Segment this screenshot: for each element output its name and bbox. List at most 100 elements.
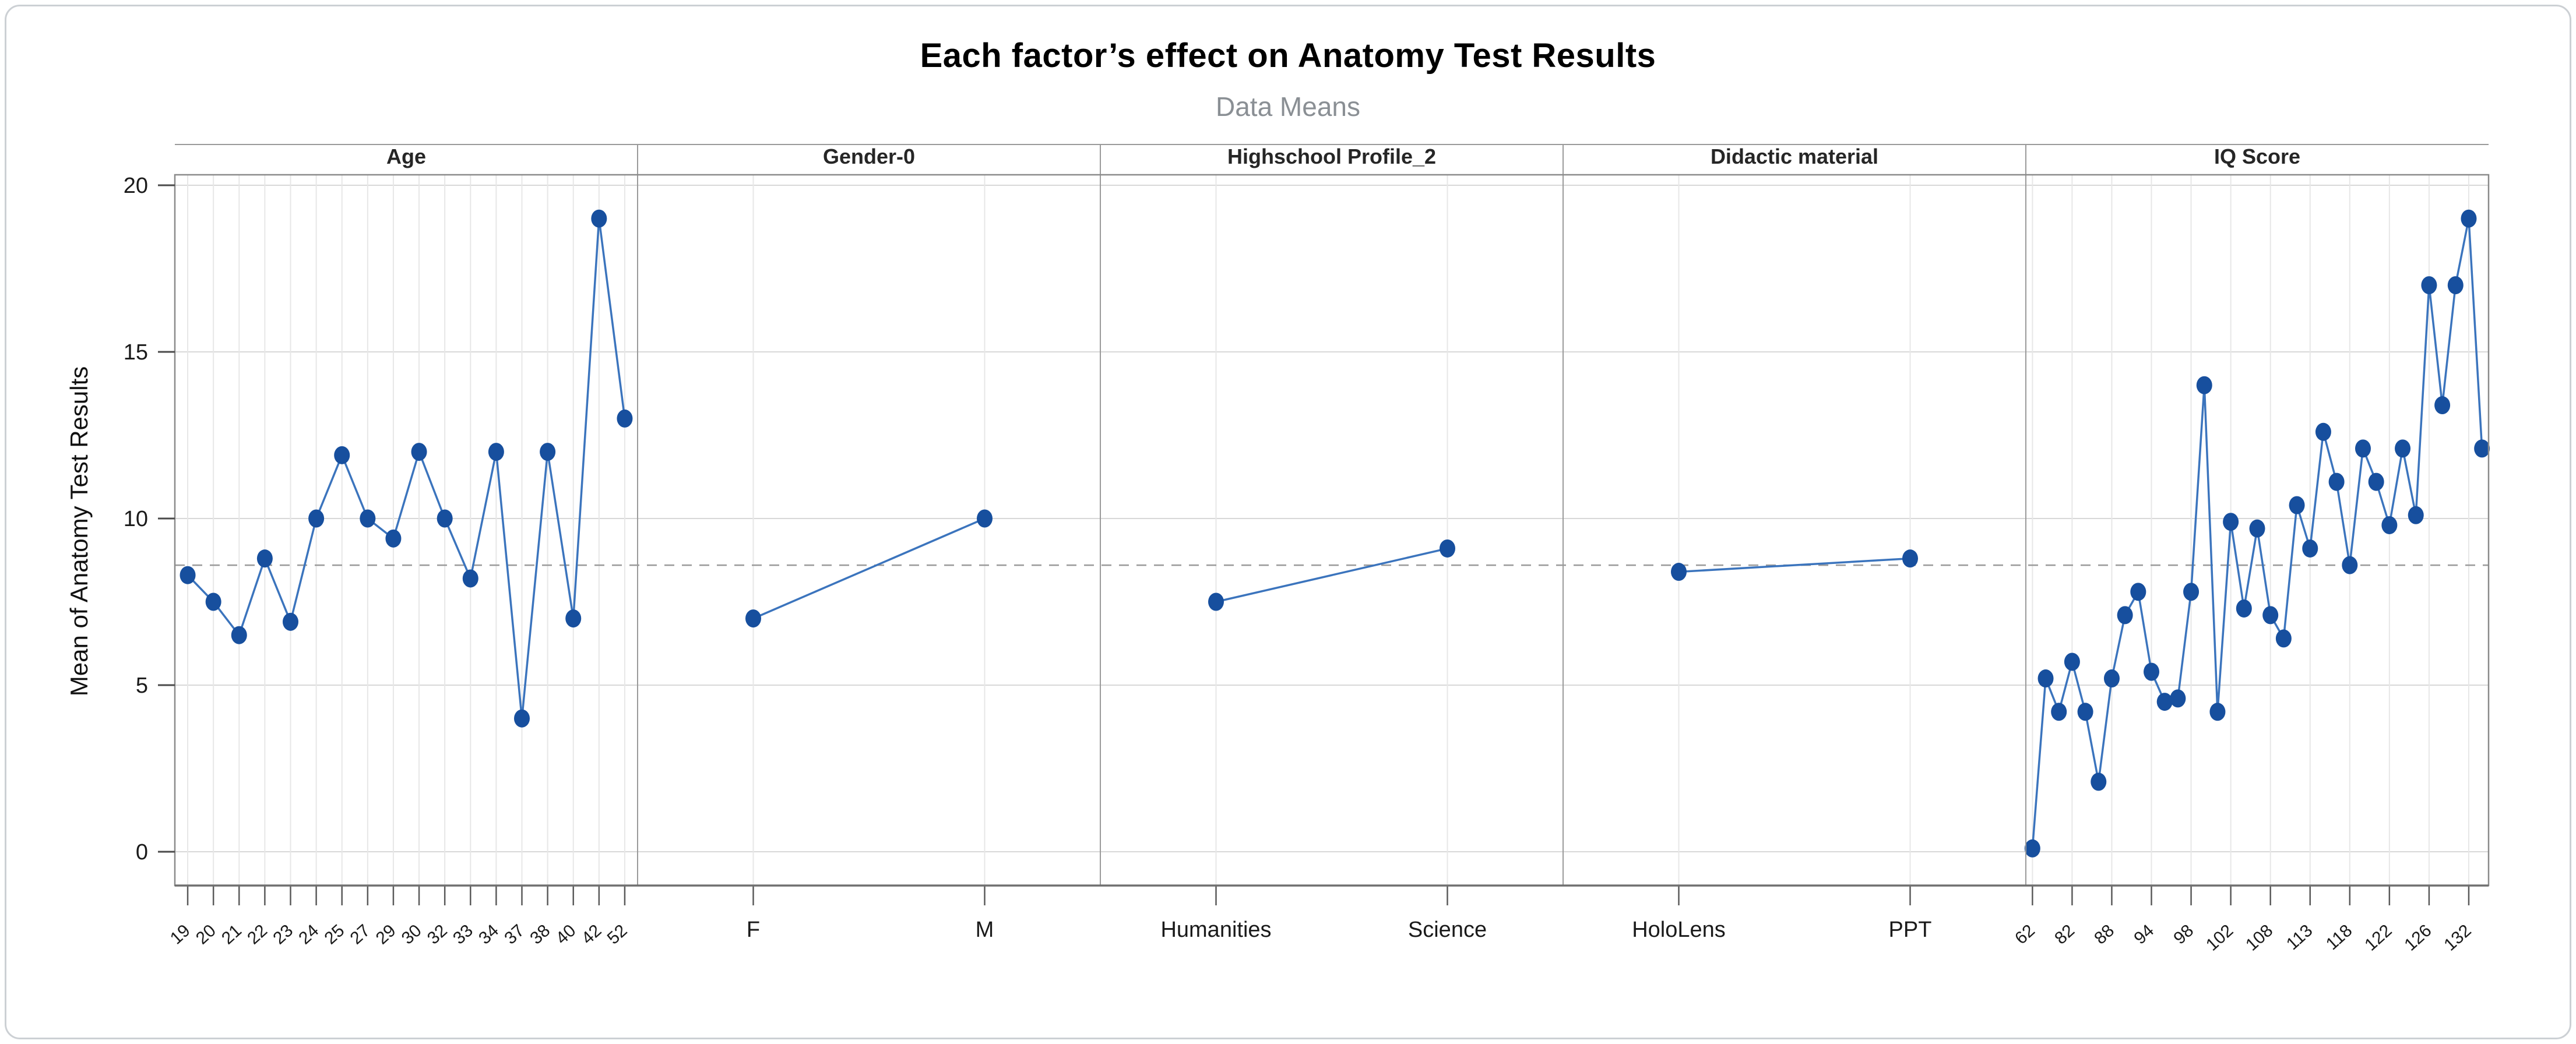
x-tick-label: 29 [372, 921, 400, 948]
data-point [2183, 583, 2200, 601]
data-point [231, 626, 247, 644]
x-tick-label: 88 [2091, 921, 2118, 948]
data-point [2381, 516, 2398, 534]
data-point [308, 509, 325, 528]
data-point [2130, 583, 2146, 601]
x-tick-label: 25 [321, 921, 349, 948]
x-tick-label: PPT [1889, 918, 1932, 942]
data-point [2024, 839, 2040, 858]
panel-header-label: Didactic material [1711, 144, 1878, 168]
x-tick-label: 23 [269, 921, 297, 948]
x-tick-label: 37 [501, 921, 528, 948]
data-point [334, 446, 350, 464]
data-point [2408, 506, 2424, 524]
data-point [256, 549, 273, 568]
data-point [2395, 439, 2411, 458]
panel-header-label: IQ Score [2214, 144, 2300, 168]
data-point [2170, 689, 2186, 708]
data-point [2434, 396, 2451, 415]
data-point [488, 443, 504, 461]
data-point [2223, 513, 2239, 531]
panel-header-label: Gender-0 [823, 144, 915, 168]
data-point [2117, 606, 2133, 625]
data-point [2262, 606, 2279, 625]
y-tick-label: 10 [124, 507, 148, 531]
x-tick-label: 118 [2322, 921, 2356, 954]
data-point [2328, 472, 2345, 491]
x-tick-label: Science [1408, 918, 1487, 942]
data-point [385, 529, 402, 548]
chart-title: Each factor’s effect on Anatomy Test Res… [920, 37, 1656, 75]
data-point [1902, 549, 1918, 568]
data-point [360, 509, 376, 528]
y-tick-label: 20 [124, 174, 148, 198]
x-tick-label: 20 [192, 921, 220, 948]
data-point [462, 569, 478, 588]
x-tick-label: Humanities [1160, 918, 1271, 942]
data-point [2037, 669, 2054, 688]
x-tick-label: 22 [244, 921, 271, 948]
x-tick-label: 24 [295, 921, 322, 948]
series-line [1678, 557, 1910, 573]
x-tick-label: 94 [2130, 921, 2158, 948]
x-tick-label: HoloLens [1632, 918, 1726, 942]
data-point [540, 443, 556, 461]
data-point [1671, 563, 1687, 581]
x-tick-label: 34 [475, 921, 502, 948]
data-point [2196, 376, 2212, 394]
x-tick-label: 40 [552, 921, 580, 948]
panel-header-label: Age [386, 144, 426, 168]
data-point [411, 443, 427, 461]
data-point [2355, 439, 2371, 458]
data-point [2156, 693, 2173, 711]
data-point [2209, 703, 2226, 721]
data-point [2461, 209, 2477, 228]
data-point [2315, 422, 2331, 441]
data-point [591, 209, 607, 228]
data-point [2342, 556, 2358, 574]
x-tick-label: 33 [449, 921, 477, 948]
data-point [2091, 773, 2107, 791]
data-point [437, 509, 453, 528]
data-point [2368, 472, 2384, 491]
data-point [2275, 629, 2292, 648]
x-tick-label: 32 [424, 921, 451, 948]
x-tick-label: 98 [2170, 921, 2197, 948]
x-tick-label: 38 [526, 921, 554, 948]
x-tick-label: 52 [604, 921, 631, 948]
chart-subtitle: Data Means [1215, 91, 1360, 122]
series-line [186, 217, 626, 719]
data-point [283, 612, 298, 631]
series-line [752, 517, 986, 620]
x-tick-label: F [747, 918, 760, 942]
data-point [2421, 276, 2437, 295]
x-tick-label: 19 [167, 921, 194, 948]
data-point [2302, 539, 2318, 558]
x-tick-label: 108 [2242, 921, 2276, 955]
x-tick-label: 62 [2011, 921, 2039, 948]
panel-header-label: Highschool Profile_2 [1227, 144, 1436, 168]
x-tick-label: 30 [398, 921, 425, 948]
data-point [977, 509, 993, 528]
x-tick-label: 122 [2361, 921, 2395, 955]
y-tick-label: 0 [136, 840, 148, 865]
x-tick-label: 21 [218, 921, 245, 948]
y-tick-label: 15 [124, 340, 148, 365]
data-point [2289, 496, 2305, 514]
data-point [514, 709, 530, 728]
data-point [2144, 662, 2160, 681]
data-point [1440, 539, 1455, 558]
data-point [1208, 592, 1224, 611]
series-line [1216, 547, 1448, 603]
x-tick-label: M [976, 918, 994, 942]
data-point [2051, 703, 2067, 721]
data-point [2249, 519, 2265, 538]
data-point [2474, 439, 2490, 458]
data-point [617, 409, 633, 428]
data-point [565, 609, 582, 628]
data-point [180, 566, 196, 584]
y-axis-title: Mean of Anatomy Test Results [65, 366, 93, 697]
x-tick-label: 132 [2440, 921, 2475, 955]
data-point [2236, 599, 2252, 618]
